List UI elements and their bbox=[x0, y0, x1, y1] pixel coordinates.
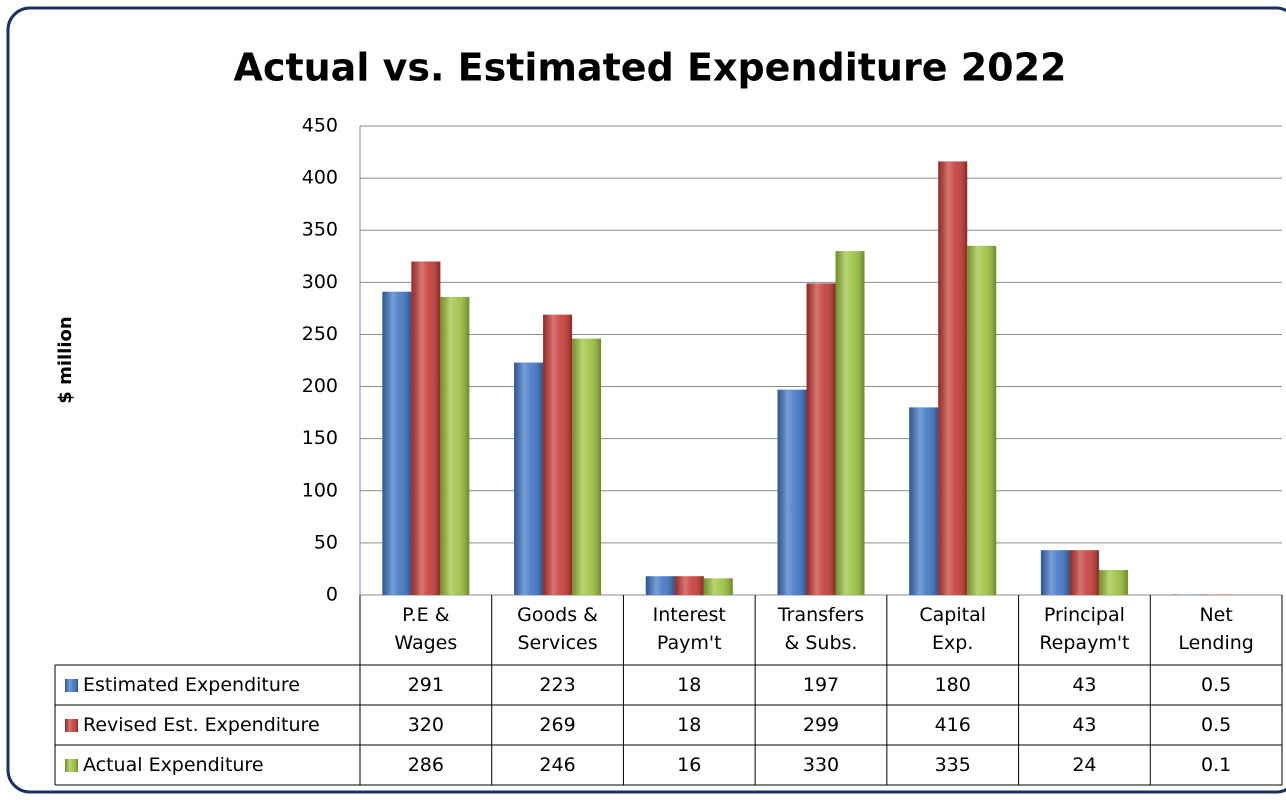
table-value: 416 bbox=[934, 714, 971, 736]
y-tick-label: 50 bbox=[314, 531, 338, 553]
table-value: 320 bbox=[407, 714, 444, 736]
bar-shine bbox=[645, 576, 675, 595]
bar-shine bbox=[1040, 550, 1070, 595]
bar-shine bbox=[514, 362, 544, 595]
bar-shine bbox=[938, 161, 968, 596]
table-value: 197 bbox=[802, 674, 840, 696]
bar-shine bbox=[909, 407, 939, 595]
legend-label: Revised Est. Expenditure bbox=[83, 714, 320, 736]
y-tick-label: 450 bbox=[302, 115, 338, 137]
x-tick-label: Transfers & Subs. bbox=[777, 604, 865, 654]
y-tick-label: 200 bbox=[302, 375, 338, 397]
x-tick-label: Goods & Services bbox=[517, 604, 598, 654]
table-value: 223 bbox=[539, 674, 576, 696]
y-tick-label: 150 bbox=[302, 427, 338, 449]
table-value: 269 bbox=[539, 714, 576, 736]
bar-shine bbox=[572, 338, 602, 595]
legend-label: Actual Expenditure bbox=[83, 754, 264, 776]
table-value: 246 bbox=[539, 754, 576, 776]
table-value: 43 bbox=[1072, 674, 1097, 696]
table-value: 0.1 bbox=[1201, 754, 1232, 776]
table-value: 24 bbox=[1072, 754, 1097, 776]
table-value: 0.5 bbox=[1201, 674, 1232, 696]
table-value: 299 bbox=[802, 714, 840, 736]
bar-shine bbox=[674, 576, 704, 595]
x-tick-label: P.E & Wages bbox=[394, 604, 458, 654]
table-value: 43 bbox=[1072, 714, 1097, 736]
table-value: 180 bbox=[934, 674, 971, 696]
table-value: 330 bbox=[802, 754, 840, 776]
y-tick-label: 300 bbox=[302, 271, 338, 293]
legend-label: Estimated Expenditure bbox=[83, 674, 300, 696]
chart-title: Actual vs. Estimated Expenditure 2022 bbox=[234, 46, 1067, 90]
y-tick-label: 0 bbox=[326, 584, 338, 606]
y-axis-label: $ million bbox=[55, 316, 76, 403]
table-value: 18 bbox=[677, 714, 702, 736]
y-tick-label: 250 bbox=[302, 323, 338, 345]
bar-shine bbox=[440, 296, 470, 595]
x-tick-label: Net Lending bbox=[1178, 604, 1254, 654]
bar-shine bbox=[967, 245, 997, 595]
legend-swatch-shine bbox=[65, 679, 78, 692]
y-tick-label: 100 bbox=[302, 479, 338, 501]
bar-shine bbox=[835, 251, 865, 596]
x-tick-label: Principal Repaym't bbox=[1039, 604, 1130, 654]
bar-shine bbox=[1098, 569, 1128, 595]
table-value: 18 bbox=[677, 674, 702, 696]
bar-shine bbox=[703, 578, 733, 595]
y-tick-label: 350 bbox=[302, 219, 338, 241]
bar-shine bbox=[1201, 594, 1231, 595]
bar-shine bbox=[411, 261, 441, 595]
bar-shine bbox=[382, 291, 412, 595]
legend-swatch-shine bbox=[65, 719, 78, 732]
x-tick-label: Interest Paym't bbox=[652, 604, 726, 654]
table-value: 286 bbox=[407, 754, 444, 776]
bar-shine bbox=[806, 283, 836, 595]
bar-shine bbox=[777, 389, 807, 595]
table-value: 0.5 bbox=[1201, 714, 1232, 736]
bar-shine bbox=[1069, 550, 1099, 595]
x-tick-label: Capital Exp. bbox=[919, 604, 986, 654]
legend-swatch-shine bbox=[65, 759, 78, 772]
table-value: 335 bbox=[934, 754, 971, 776]
table-value: 291 bbox=[407, 674, 444, 696]
y-tick-label: 400 bbox=[302, 167, 338, 189]
bar-shine bbox=[543, 314, 573, 595]
table-value: 16 bbox=[677, 754, 702, 776]
bar-shine bbox=[1172, 594, 1202, 595]
